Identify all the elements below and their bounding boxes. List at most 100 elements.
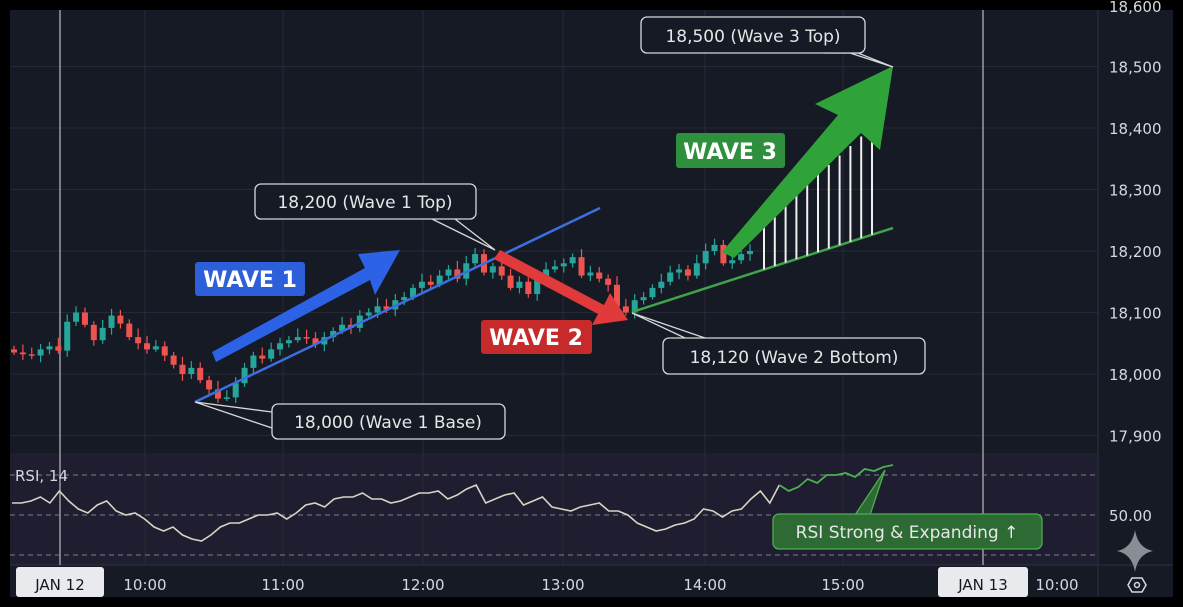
candle [268,342,275,362]
candle-body [551,266,558,270]
candle [640,292,647,305]
price-tick: 18,400 [1109,120,1162,138]
candle [578,249,585,279]
candle-body [81,312,88,325]
candle [622,298,629,316]
candle [693,254,700,279]
wave1-trendline [194,206,601,404]
candle-body [498,266,505,276]
candle [427,274,434,290]
candle-body [667,272,674,282]
time-tick: 11:00 [261,576,304,594]
candle-body [445,269,452,276]
wave1-label: WAVE 1 [195,262,305,296]
candle [551,260,558,273]
price-tick: 18,000 [1109,366,1162,384]
candle [569,253,576,268]
candle [605,274,612,292]
candle [658,273,665,294]
candle [223,389,230,402]
candle-body [658,281,665,288]
candle-body [613,284,620,307]
candle-body [117,315,124,324]
candle-body [312,338,319,345]
candle [28,347,35,360]
wave2-label: WAVE 2 [481,320,592,354]
candle-body [152,346,159,350]
candle-body [28,354,35,356]
wave1-label-text: WAVE 1 [203,268,297,293]
candle [472,247,479,269]
candle-body [525,281,532,295]
candle-body [640,297,647,301]
callout-wave1-base: 18,000 (Wave 1 Base) [194,401,506,440]
candle [19,344,26,360]
candle-body [250,355,257,368]
wave1-arrow [212,250,400,362]
candle-body [73,312,80,322]
date-marker: JAN 13 [957,576,1008,594]
candle-body [401,297,408,301]
candle-body [206,380,213,390]
rsi-indicator-label[interactable]: RSI, 14 [15,467,68,485]
candle [684,265,691,281]
callout-wave1-top: 18,200 (Wave 1 Top) [254,183,496,251]
candle-body [507,275,514,288]
candle-body [720,244,727,264]
candle-body [543,269,550,279]
candle [303,329,310,344]
candle-body [596,272,603,279]
candle-body [64,321,71,351]
candle [587,265,594,282]
candle-body [11,349,17,353]
candle [454,260,461,283]
candle-body [135,337,142,344]
candle-body [747,251,753,255]
price-tick: 18,300 [1109,182,1162,200]
time-tick: 12:00 [401,576,444,594]
callout-rsi-note-text: RSI Strong & Expanding ↑ [796,523,1019,543]
candle [117,310,124,329]
candle-body [676,269,683,273]
candle-body [472,254,479,264]
settings-hexagon-icon[interactable] [1127,577,1147,593]
candle-body [365,312,372,316]
time-tick: 10:00 [1035,576,1078,594]
candle [720,239,727,266]
candle-body [339,324,346,331]
candle [250,351,257,375]
price-axis[interactable]: 18,500 18,400 18,300 18,200 18,100 18,000 17,9… [1109,0,1162,446]
wave3-label-text: WAVE 3 [683,140,777,165]
candle [99,319,106,344]
time-tick: 15:00 [821,576,864,594]
candle-body [436,275,443,285]
candle-body [560,263,567,267]
candle [277,337,284,356]
candle [46,342,53,355]
rsi-line [12,464,894,542]
candle [649,284,656,300]
price-tick: 18,100 [1109,305,1162,323]
candle-body [410,287,417,298]
candle-body [605,278,612,285]
candle [108,308,115,335]
wave3-projection-hatch [763,127,873,270]
candle-body [738,254,745,261]
candle-body [631,300,638,313]
candle-body [383,306,390,310]
rsi-series-highlight [778,464,894,493]
candle-body [99,327,106,341]
candle-body [569,257,576,264]
date-marker-bg [938,567,1028,597]
candle [81,307,88,328]
candle [365,308,372,319]
candle [152,340,159,352]
candle-body [454,269,461,279]
sparkle-icon [1117,530,1153,572]
candle-body [179,364,186,374]
candle-body [232,383,239,398]
candle-body [711,244,718,251]
time-axis[interactable]: 10:00 11:00 12:00 13:00 14:00 15:00 10:00 JAN 1… [16,567,1079,597]
candle [179,356,186,381]
price-tick: 17,900 [1109,428,1162,446]
